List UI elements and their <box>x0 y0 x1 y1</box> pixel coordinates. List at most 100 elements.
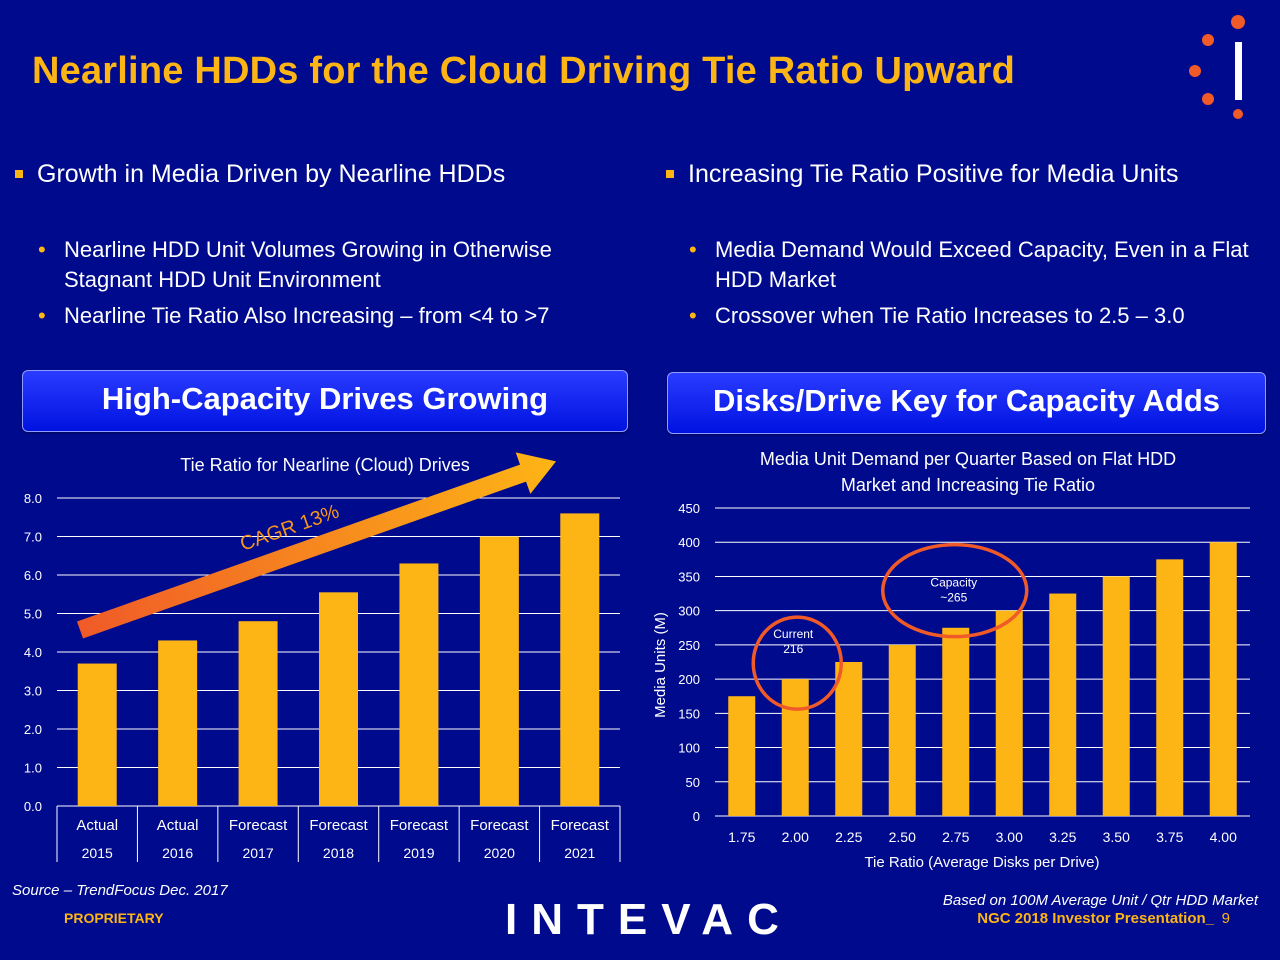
y-tick-label: 200 <box>678 672 700 687</box>
bar <box>560 513 600 806</box>
y-tick-label: 50 <box>686 775 700 790</box>
annotation-line-2: ~265 <box>940 591 967 605</box>
annotation-line-2: 216 <box>783 642 803 656</box>
intevac-logo: INTEVAC <box>505 895 793 944</box>
x-tick-label: 3.00 <box>996 829 1023 845</box>
x-tick-label: 2.00 <box>782 829 809 845</box>
x-tick-label: 3.25 <box>1049 829 1076 845</box>
x-tick-label: 2.75 <box>942 829 969 845</box>
y-tick-label: 250 <box>678 638 700 653</box>
bar <box>835 662 863 816</box>
left-bullet-2: • Nearline Tie Ratio Also Increasing – f… <box>38 301 628 331</box>
x-tick-year: 2016 <box>162 845 193 861</box>
right-bullet-2: • Crossover when Tie Ratio Increases to … <box>689 301 1264 331</box>
x-tick-label: 2.50 <box>889 829 916 845</box>
y-tick-label: 4.0 <box>24 645 42 660</box>
left-bullet-1: • Nearline HDD Unit Volumes Growing in O… <box>38 237 552 292</box>
bar <box>399 563 439 806</box>
slide-title: Nearline HDDs for the Cloud Driving Tie … <box>32 50 1016 92</box>
y-tick-label: 100 <box>678 741 700 756</box>
x-tick-year: 2020 <box>484 845 515 861</box>
bar <box>158 640 198 806</box>
annotation-line-1: Capacity <box>930 576 977 590</box>
x-tick-year: 2021 <box>564 845 595 861</box>
capacity-circle <box>881 542 1029 639</box>
y-tick-label: 6.0 <box>24 568 42 583</box>
tie-ratio-chart: Tie Ratio for Nearline (Cloud) Drives 0.0… <box>24 452 621 862</box>
y-tick-label: 1.0 <box>24 761 42 776</box>
y-tick-label: 450 <box>678 501 700 516</box>
x-tick-label: 3.50 <box>1103 829 1130 845</box>
bullet-dot-icon: • <box>689 303 697 328</box>
bar <box>1209 542 1237 816</box>
chart-title: Tie Ratio for Nearline (Cloud) Drives <box>180 455 469 475</box>
left-banner: High-Capacity Drives Growing <box>22 370 628 432</box>
x-tick-label: Forecast <box>229 817 288 834</box>
presentation-name: NGC 2018 Investor Presentation_ <box>977 910 1214 927</box>
right-banner: Disks/Drive Key for Capacity Adds <box>667 372 1266 434</box>
x-tick-year: 2015 <box>82 845 113 861</box>
proprietary-label: PROPRIETARY <box>64 910 164 926</box>
media-demand-chart: Media Unit Demand per Quarter Based on F… <box>652 449 1250 871</box>
square-bullet-icon <box>15 170 23 178</box>
bar <box>1102 576 1130 816</box>
y-tick-label: 2.0 <box>24 722 42 737</box>
annotation-line-1: Current <box>773 627 814 641</box>
x-tick-label: Forecast <box>470 817 529 834</box>
y-tick-label: 7.0 <box>24 530 42 545</box>
right-heading-text: Increasing Tie Ratio Positive for Media … <box>688 160 1179 188</box>
x-tick-label: Forecast <box>309 817 368 834</box>
y-axis-label: Media Units (M) <box>652 612 669 718</box>
y-tick-label: 150 <box>678 706 700 721</box>
bar <box>1156 559 1184 816</box>
source-note: Source – TrendFocus Dec. 2017 <box>12 882 228 899</box>
chart-title-line-1: Media Unit Demand per Quarter Based on F… <box>760 449 1176 469</box>
y-tick-label: 5.0 <box>24 607 42 622</box>
arrow-shape <box>76 452 557 639</box>
x-tick-label: Forecast <box>390 817 449 834</box>
bullet-dot-icon: • <box>689 237 697 262</box>
left-heading: Growth in Media Driven by Nearline HDDs <box>15 160 506 189</box>
y-tick-label: 3.0 <box>24 684 42 699</box>
bar <box>319 592 358 806</box>
bullet-dot-icon: • <box>38 303 46 328</box>
x-tick-year: 2017 <box>242 845 273 861</box>
square-bullet-icon <box>666 170 674 178</box>
x-tick-label: 3.75 <box>1156 829 1183 845</box>
y-tick-label: 400 <box>678 535 700 550</box>
x-tick-label: Actual <box>76 817 118 834</box>
right-bullet-1: • Media Demand Would Exceed Capacity, Ev… <box>689 237 1249 292</box>
bar <box>888 644 916 816</box>
bar <box>77 663 117 806</box>
current-circle <box>751 615 843 711</box>
y-tick-label: 300 <box>678 604 700 619</box>
x-tick-label: Actual <box>157 817 199 834</box>
x-tick-label: 1.75 <box>728 829 755 845</box>
left-heading-text: Growth in Media Driven by Nearline HDDs <box>37 160 506 188</box>
x-tick-label: 2.25 <box>835 829 862 845</box>
x-tick-label: 4.00 <box>1210 829 1237 845</box>
bar <box>1049 593 1077 816</box>
bar <box>781 679 809 816</box>
chart-title-line-2: Market and Increasing Tie Ratio <box>841 475 1095 495</box>
left-bullets: • Nearline HDD Unit Volumes Growing in O… <box>38 235 628 337</box>
bullet-dot-icon: • <box>38 237 46 262</box>
x-tick-label: Forecast <box>551 817 610 834</box>
intevac-dots-logo-icon <box>1189 15 1245 119</box>
bar <box>995 610 1023 816</box>
y-tick-label: 8.0 <box>24 491 42 506</box>
right-bullets: • Media Demand Would Exceed Capacity, Ev… <box>689 235 1264 337</box>
right-heading: Increasing Tie Ratio Positive for Media … <box>666 160 1179 189</box>
market-note: Based on 100M Average Unit / Qtr HDD Mar… <box>942 892 1258 909</box>
bar <box>479 536 519 806</box>
bar <box>942 627 970 816</box>
page-number: 9 <box>1221 910 1230 927</box>
y-tick-label: 0.0 <box>24 799 42 814</box>
bar <box>238 621 278 806</box>
x-axis-label: Tie Ratio (Average Disks per Drive) <box>864 854 1099 871</box>
bar <box>728 696 756 816</box>
y-tick-label: 0 <box>693 809 700 824</box>
y-tick-label: 350 <box>678 569 700 584</box>
x-tick-year: 2018 <box>323 845 354 861</box>
